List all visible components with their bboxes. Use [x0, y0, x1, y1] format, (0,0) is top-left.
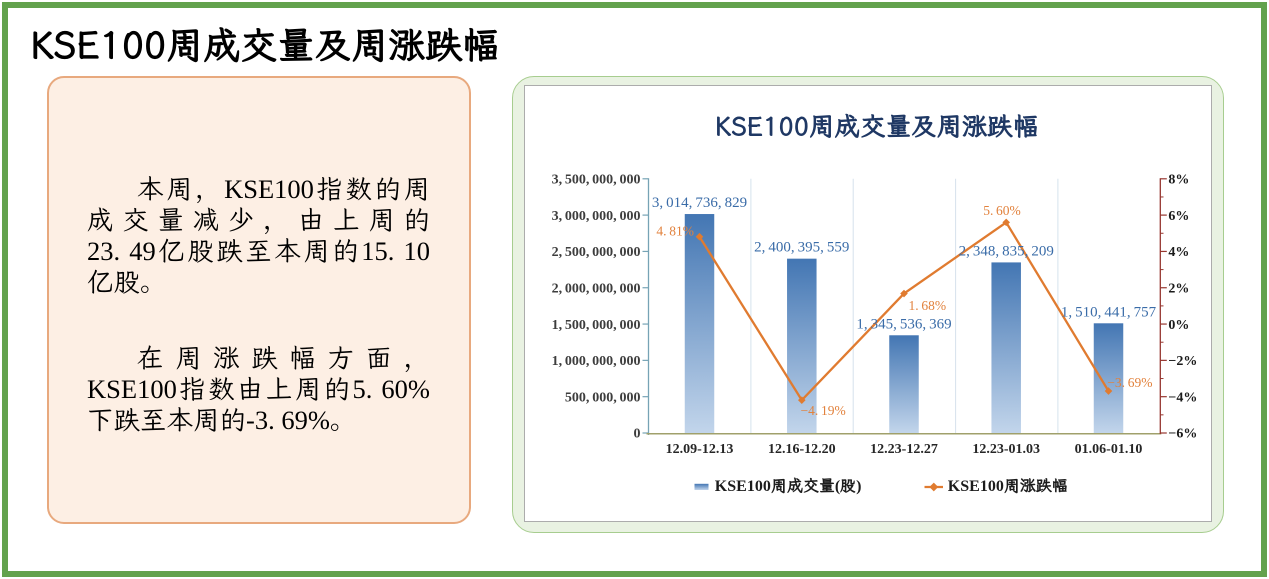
svg-text:4. 81%: 4. 81% — [656, 224, 694, 239]
svg-text:2, 348, 835, 209: 2, 348, 835, 209 — [959, 243, 1054, 259]
svg-text:1, 345, 536, 369: 1, 345, 536, 369 — [856, 316, 951, 332]
svg-text:3, 014, 736, 829: 3, 014, 736, 829 — [652, 195, 747, 211]
svg-text:−4%: −4% — [1168, 390, 1197, 405]
svg-text:2%: 2% — [1168, 281, 1189, 296]
svg-text:12.09-12.13: 12.09-12.13 — [666, 442, 734, 457]
svg-text:01.06-01.10: 01.06-01.10 — [1075, 442, 1143, 457]
svg-text:8%: 8% — [1168, 173, 1189, 188]
svg-text:1. 68%: 1. 68% — [909, 298, 947, 313]
svg-text:4%: 4% — [1168, 245, 1189, 260]
svg-text:6%: 6% — [1168, 209, 1189, 224]
svg-text:0%: 0% — [1168, 318, 1189, 333]
svg-text:2, 000, 000, 000: 2, 000, 000, 000 — [552, 281, 641, 296]
svg-text:12.23-01.03: 12.23-01.03 — [972, 442, 1040, 457]
svg-text:3, 500, 000, 000: 3, 500, 000, 000 — [552, 173, 641, 188]
svg-text:1, 510, 441, 757: 1, 510, 441, 757 — [1061, 304, 1157, 320]
svg-text:1, 500, 000, 000: 1, 500, 000, 000 — [552, 318, 641, 333]
svg-text:−4. 19%: −4. 19% — [801, 403, 846, 418]
svg-text:5. 60%: 5. 60% — [983, 203, 1021, 218]
svg-text:12.23-12.27: 12.23-12.27 — [870, 442, 938, 457]
svg-text:−3. 69%: −3. 69% — [1107, 375, 1152, 390]
svg-text:0: 0 — [634, 427, 641, 442]
svg-text:−2%: −2% — [1168, 354, 1197, 369]
svg-text:2, 500, 000, 000: 2, 500, 000, 000 — [552, 245, 641, 260]
svg-text:−6%: −6% — [1168, 427, 1197, 442]
svg-text:3, 000, 000, 000: 3, 000, 000, 000 — [552, 209, 641, 224]
svg-text:2, 400, 395, 559: 2, 400, 395, 559 — [754, 240, 849, 256]
svg-text:500, 000, 000: 500, 000, 000 — [565, 390, 641, 405]
svg-text:1, 000, 000, 000: 1, 000, 000, 000 — [552, 354, 641, 369]
svg-text:12.16-12.20: 12.16-12.20 — [768, 442, 836, 457]
